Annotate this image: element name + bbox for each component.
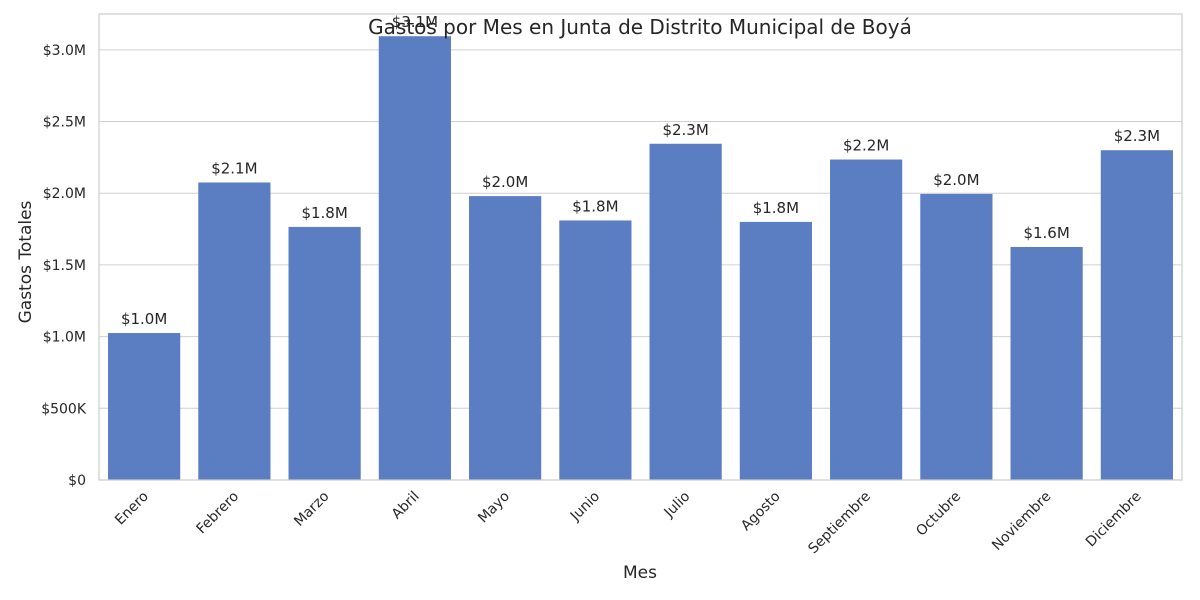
bar bbox=[739, 221, 812, 480]
bar bbox=[1010, 247, 1083, 480]
plot-frame bbox=[98, 13, 1183, 481]
bar-value-label: $2.3M bbox=[1114, 127, 1160, 145]
grid-lines bbox=[99, 49, 1182, 481]
x-tick-label: Marzo bbox=[291, 489, 332, 530]
y-tick-label: $3.0M bbox=[43, 43, 86, 59]
bar-value-label: $1.6M bbox=[1023, 224, 1069, 242]
bar-value-label: $1.8M bbox=[572, 197, 618, 215]
bar-value-label: $2.3M bbox=[662, 121, 708, 139]
bar-value-label: $3.1M bbox=[392, 13, 438, 31]
x-axis-label: Mes bbox=[623, 563, 657, 583]
bar bbox=[469, 196, 542, 481]
x-tick-label: Julio bbox=[661, 489, 694, 522]
chart-title: Gastos por Mes en Junta de Distrito Muni… bbox=[368, 15, 912, 39]
bar bbox=[1100, 150, 1173, 480]
bar bbox=[830, 159, 903, 480]
y-tick-label: $2.5M bbox=[43, 115, 86, 131]
bar bbox=[920, 193, 993, 480]
y-tick-label: $2.0M bbox=[43, 186, 86, 202]
bar bbox=[108, 333, 181, 480]
bar-value-label: $2.0M bbox=[482, 173, 528, 191]
y-tick-label: $1.5M bbox=[43, 258, 86, 274]
bar bbox=[559, 220, 632, 480]
x-tick-label: Octubre bbox=[913, 489, 964, 540]
bar bbox=[649, 143, 722, 481]
x-tick-label: Noviembre bbox=[989, 489, 1054, 554]
x-tick-label: Agosto bbox=[738, 489, 784, 535]
value-labels: $1.0M $2.1M $1.8M $3.1M $2.0M $1.8M $2.3M $1.8M… bbox=[121, 13, 1160, 328]
bars bbox=[108, 36, 1173, 481]
y-axis-label: Gastos Totales bbox=[16, 200, 36, 323]
bar-value-label: $1.8M bbox=[753, 199, 799, 217]
bar bbox=[378, 36, 451, 481]
x-tick-label: Junio bbox=[567, 489, 603, 525]
y-tick-label: $0 bbox=[68, 473, 86, 489]
y-tick-labels: $0 $500K $1.0M $1.5M $2.0M $2.5M $3.0M bbox=[41, 43, 87, 489]
x-tick-label: Febrero bbox=[194, 489, 243, 538]
bar bbox=[198, 182, 271, 480]
x-tick-label: Mayo bbox=[475, 489, 513, 527]
bar-value-label: $2.1M bbox=[211, 159, 257, 177]
x-tick-label: Diciembre bbox=[1083, 489, 1145, 551]
bar-value-label: $1.0M bbox=[121, 310, 167, 328]
bar bbox=[288, 226, 361, 480]
y-tick-label: $500K bbox=[41, 401, 87, 417]
x-tick-label: Septiembre bbox=[805, 489, 874, 558]
y-tick-label: $1.0M bbox=[43, 330, 86, 346]
x-tick-label: Enero bbox=[112, 489, 152, 529]
bar-value-label: $2.2M bbox=[843, 137, 889, 155]
bar-value-label: $1.8M bbox=[301, 204, 347, 222]
x-tick-label: Abril bbox=[389, 489, 423, 523]
x-tick-labels: Enero Febrero Marzo Abril Mayo Junio Julio Agos… bbox=[112, 489, 1145, 558]
bar-value-label: $2.0M bbox=[933, 171, 979, 189]
